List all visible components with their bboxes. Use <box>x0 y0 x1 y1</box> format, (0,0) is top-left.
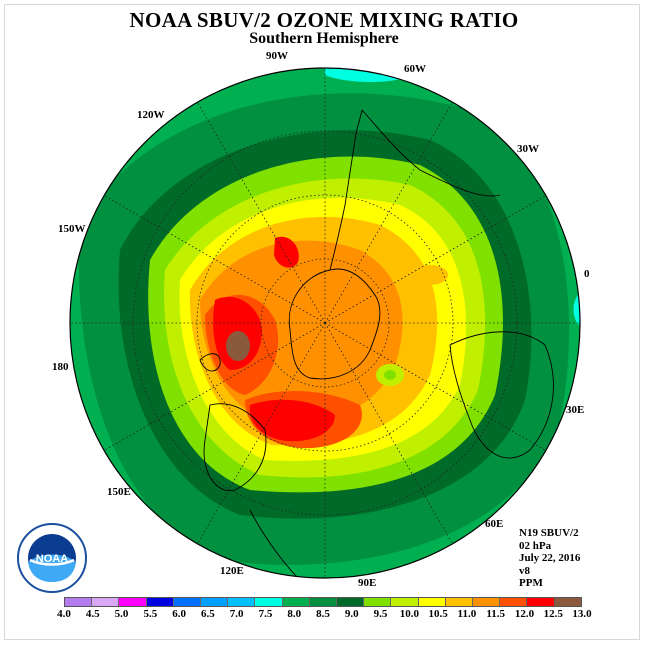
field-12.5-south <box>249 399 335 442</box>
colorbar-swatch <box>527 598 555 606</box>
field-12.5-north <box>274 236 299 268</box>
figure-frame <box>4 4 640 640</box>
colorbar-tick-label: 7.0 <box>229 608 244 620</box>
field-low-east-core <box>384 370 396 380</box>
product-info: N19 SBUV/2 02 hPa July 22, 2016 v8 PPM <box>519 527 580 590</box>
colorbar-tick-label: 9.5 <box>373 608 388 620</box>
colorbar-swatch <box>391 598 419 606</box>
coastlines <box>199 109 554 578</box>
colorbar-tick-label: 13.0 <box>572 608 592 620</box>
colorbar-swatch <box>309 598 338 606</box>
colorbar-swatch <box>500 598 528 606</box>
colorbar-tick-label: 6.0 <box>172 608 186 620</box>
colorbar-swatch <box>445 598 474 606</box>
noaa-logo: NOAA <box>17 523 87 593</box>
colorbar-tick-label: 9.0 <box>344 608 359 620</box>
lon-label-60w: 60W <box>404 63 426 75</box>
colorbar-swatch <box>173 598 202 606</box>
lon-label-120w: 120W <box>137 109 165 121</box>
colorbar-tick-label: 11.0 <box>457 608 477 620</box>
colorbar-swatch <box>119 598 147 606</box>
colorbar-tick-label: 7.5 <box>258 608 273 620</box>
colorbar-swatch <box>255 598 283 606</box>
info-pressure: 02 hPa <box>519 539 552 552</box>
colorbar-ticks: 4.0 4.5 5.0 5.5 6.0 6.5 7.0 7.5 8.0 8.5 9.0 9.5 10.0… <box>57 608 592 622</box>
lon-label-90w: 90W <box>266 50 288 62</box>
colorbar-swatch <box>418 598 446 606</box>
colorbar-swatch <box>92 598 120 606</box>
colorbar-swatch <box>65 598 93 606</box>
lon-label-90e: 90E <box>358 577 377 589</box>
lon-label-60e: 60E <box>485 518 504 530</box>
page-subtitle: Southern Hemisphere <box>249 30 399 47</box>
info-version: v8 <box>519 564 530 577</box>
colorbar <box>64 597 582 607</box>
colorbar-swatch <box>282 598 310 606</box>
colorbar-tick-label: 8.0 <box>287 608 302 620</box>
lon-label-150e: 150E <box>107 486 131 498</box>
lon-label-0: 0 <box>584 268 590 280</box>
colorbar-tick-label: 6.5 <box>201 608 215 620</box>
info-date: July 22, 2016 <box>519 552 581 565</box>
colorbar-swatch <box>228 598 256 606</box>
colorbar-tick-label: 5.0 <box>114 608 129 620</box>
lon-label-150w: 150W <box>58 223 86 235</box>
page-title: NOAA SBUV/2 OZONE MIXING RATIO <box>129 8 519 32</box>
colorbar-swatch <box>337 598 365 606</box>
colorbar-tick-label: 4.5 <box>85 608 100 620</box>
colorbar-tick-label: 10.0 <box>399 608 419 620</box>
field-7.5-right <box>573 295 580 325</box>
lon-label-180: 180 <box>52 361 69 373</box>
colorbar-swatch <box>364 598 392 606</box>
info-units: PPM <box>519 577 543 590</box>
colorbar-swatch <box>201 598 229 606</box>
colorbar-tick-label: 12.5 <box>543 608 563 620</box>
noaa-logo-text: NOAA <box>36 553 68 565</box>
colorbar-swatch <box>473 598 501 606</box>
colorbar-tick-label: 12.0 <box>514 608 535 620</box>
graticule <box>70 68 580 578</box>
colorbar-tick-label: 11.5 <box>486 608 505 620</box>
colorbar-swatch <box>554 598 581 606</box>
colorbar-tick-label: 5.5 <box>143 608 158 620</box>
field-13.0 <box>226 331 250 361</box>
colorbar-tick-label: 10.5 <box>428 608 448 620</box>
lon-label-30w: 30W <box>517 143 539 155</box>
field-high-northeast <box>412 265 448 285</box>
colorbar-tick-label: 8.5 <box>316 608 330 620</box>
lon-label-120e: 120E <box>220 565 244 577</box>
map-border <box>69 67 581 579</box>
lon-label-30e: 30E <box>566 404 585 416</box>
colorbar-tick-label: 4.0 <box>57 608 71 620</box>
colorbar-swatch <box>146 598 174 606</box>
info-satellite: N19 SBUV/2 <box>519 527 579 539</box>
